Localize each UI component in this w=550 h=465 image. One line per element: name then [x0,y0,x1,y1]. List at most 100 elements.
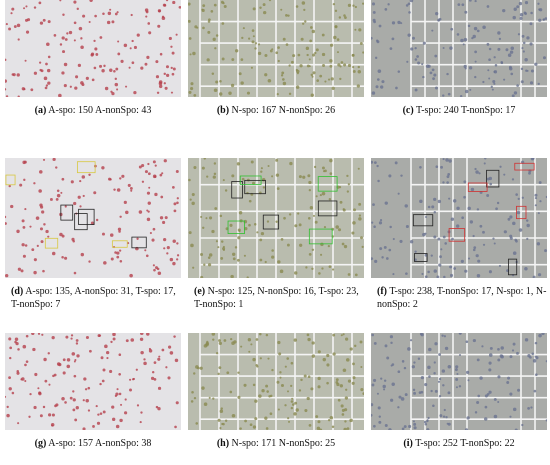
cell [130,189,133,192]
cell [329,416,334,420]
cell [200,275,204,278]
cell [312,53,316,57]
cell [405,272,408,275]
cell [164,216,168,220]
annotation-box [262,214,280,230]
cell [52,158,56,162]
cell [214,207,218,210]
cell [458,333,462,335]
cell [331,86,335,91]
cell [429,71,433,75]
cell [160,195,164,199]
cell [309,206,314,210]
cell [156,91,160,95]
cell [513,91,518,95]
cell [238,230,241,233]
cell [237,395,241,399]
cell [329,43,334,47]
cell [388,174,392,178]
image-background [5,0,181,97]
cell [80,252,85,257]
cell [454,368,458,372]
cell [378,221,383,225]
cell [544,17,547,20]
cell [146,209,149,212]
cell [476,358,480,362]
cell [36,244,39,247]
cell [75,406,79,410]
cell [455,224,460,228]
cell [474,50,478,54]
annotation-box [317,200,338,217]
cell [215,34,219,37]
cell [532,275,536,278]
cell [343,427,347,430]
cell [64,256,68,260]
cell [248,199,252,203]
cell [119,418,123,423]
cell [435,11,439,16]
cell [215,80,219,84]
cell [162,3,166,7]
cell [527,406,530,410]
panel: (a) A-spo: 150 A-nonSpo: 43 [5,0,181,117]
cell [354,273,358,277]
cell [474,75,477,79]
cell [91,78,95,82]
cell [375,85,379,89]
cell [371,333,375,337]
cell [106,350,110,355]
cell [282,37,286,41]
cell [213,172,217,176]
cell [533,389,537,393]
cell [55,403,59,407]
cell [311,29,316,34]
cell [282,78,285,81]
cell [391,37,395,41]
cell [73,21,77,25]
cell [388,248,392,252]
cell [288,64,291,67]
cell [384,201,388,205]
cell [277,46,280,49]
panel-label: (g) [34,438,47,449]
cell [161,348,165,352]
cell [233,340,237,344]
cell [116,188,121,192]
cell [5,23,8,26]
cell [49,198,53,201]
cell [536,242,541,246]
cell [170,66,173,70]
cell [230,274,234,278]
cell [472,234,475,238]
cell [88,260,91,263]
cell [219,426,222,430]
cell [29,225,32,228]
cell [489,182,493,186]
cell [512,15,516,20]
cell [507,376,511,380]
cell [112,333,116,337]
cell [5,215,7,219]
cell [339,384,344,388]
cell [176,258,179,261]
cell [136,33,140,37]
cell [288,213,292,216]
cell [524,57,528,62]
cell [11,7,15,11]
cell [493,414,498,419]
cell [78,26,83,31]
cell [298,175,302,179]
cell [155,75,160,79]
cell [308,253,312,256]
cell [62,50,66,54]
cell [371,221,374,224]
cell [518,228,523,232]
cell [472,34,476,39]
cell [465,340,469,344]
cell [118,392,122,396]
cell [29,393,32,396]
cell [230,83,235,88]
cell [71,237,75,241]
cell [238,211,243,215]
